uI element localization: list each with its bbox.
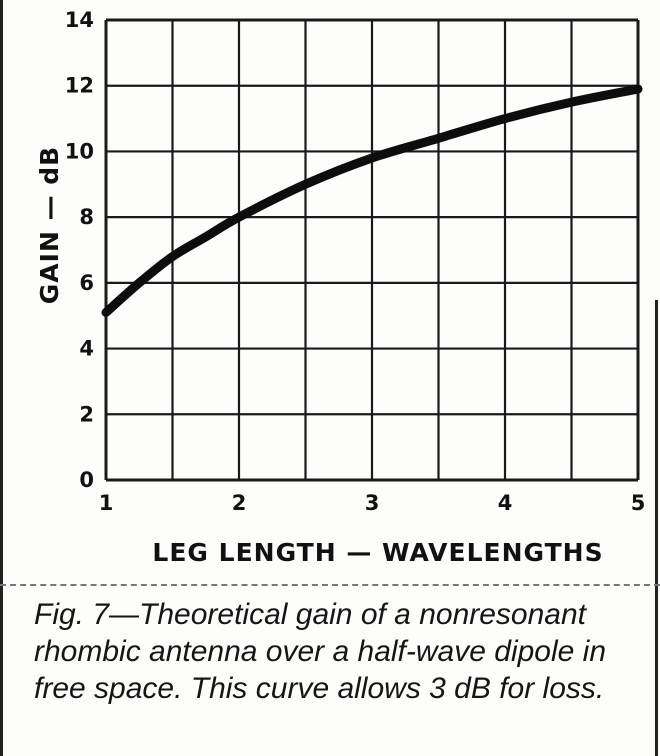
x-tick-label: 2 — [232, 491, 247, 515]
x-tick-label: 1 — [99, 491, 114, 515]
x-tick-label: 3 — [365, 491, 380, 515]
y-tick-label: 10 — [65, 139, 94, 163]
y-tick-label: 12 — [65, 74, 94, 98]
figure-caption: Fig. 7—Theoretical gain of a nonresonant… — [34, 598, 607, 705]
y-tick-label: 14 — [65, 8, 94, 32]
y-axis-label: GAIN — dB — [35, 146, 64, 304]
y-tick-label: 8 — [79, 205, 94, 229]
page-right-border — [655, 300, 658, 756]
y-tick-label: 0 — [79, 468, 94, 492]
y-tick-label: 2 — [79, 402, 94, 426]
gain-curve — [101, 84, 643, 317]
series-layer — [101, 84, 643, 317]
grid — [104, 18, 640, 482]
caption-divider — [0, 584, 660, 586]
x-tick-label: 4 — [498, 491, 513, 515]
y-tick-label: 6 — [79, 271, 94, 295]
x-tick-label: 5 — [631, 491, 646, 515]
y-tick-label: 4 — [79, 337, 94, 361]
page-left-border — [0, 0, 3, 756]
x-axis-label: LEG LENGTH — WAVELENGTHS — [152, 538, 603, 567]
